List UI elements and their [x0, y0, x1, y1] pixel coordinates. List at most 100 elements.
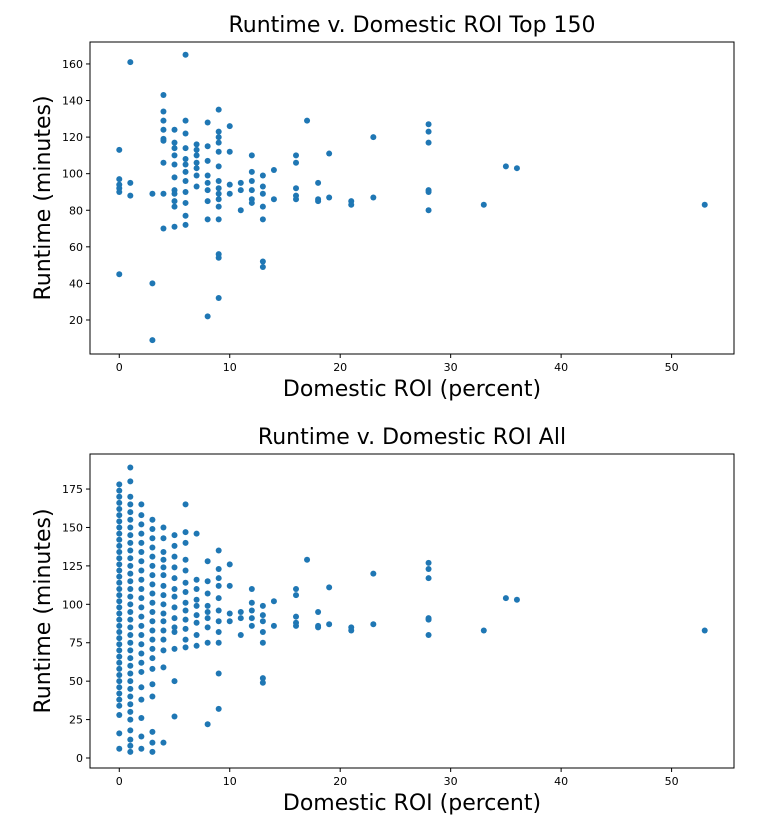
scatter-point [215, 595, 222, 602]
scatter-point [326, 584, 333, 591]
scatter-point [149, 748, 156, 755]
scatter-point [259, 602, 266, 609]
scatter-point [149, 544, 156, 551]
scatter-point [116, 487, 123, 494]
scatter-point [259, 172, 266, 179]
scatter-point [116, 604, 123, 611]
scatter-point [226, 148, 233, 155]
x-tick-label: 40 [554, 361, 568, 374]
scatter-point [138, 604, 145, 611]
scatter-point [182, 199, 189, 206]
scatter-point [248, 607, 255, 614]
scatter-point [701, 627, 708, 634]
y-axis-label: Runtime (minutes) [31, 508, 56, 713]
scatter-point [171, 564, 178, 571]
x-tick-label: 10 [223, 775, 237, 788]
scatter-point [182, 599, 189, 606]
scatter-point [480, 201, 487, 208]
y-tick-label: 0 [76, 752, 83, 765]
scatter-point [116, 506, 123, 513]
scatter-point [237, 207, 244, 214]
scatter-point [116, 711, 123, 718]
x-tick-label: 30 [444, 361, 458, 374]
scatter-point [182, 221, 189, 228]
scatter-point [304, 556, 311, 563]
scatter-point [182, 644, 189, 651]
scatter-point [171, 223, 178, 230]
scatter-point [193, 602, 200, 609]
scatter-point [149, 645, 156, 652]
scatter-point [237, 608, 244, 615]
scatter-point [370, 570, 377, 577]
scatter-point [182, 117, 189, 124]
scatter-point [259, 628, 266, 635]
scatter-point [149, 636, 156, 643]
scatter-point [127, 708, 134, 715]
scatter-point [138, 745, 145, 752]
scatter-point [116, 146, 123, 153]
scatter-point [204, 608, 211, 615]
scatter-point [149, 581, 156, 588]
scatter-point [171, 161, 178, 168]
scatter-point [226, 618, 233, 625]
scatter-point [127, 562, 134, 569]
scatter-point [182, 556, 189, 563]
scatter-point [193, 165, 200, 172]
scatter-point [127, 532, 134, 539]
scatter-point [248, 599, 255, 606]
scatter-point [204, 198, 211, 205]
scatter-point [116, 536, 123, 543]
scatter-point [193, 585, 200, 592]
scatter-point [160, 739, 167, 746]
scatter-point [116, 628, 123, 635]
scatter-point [226, 561, 233, 568]
scatter-point [370, 194, 377, 201]
x-tick-label: 0 [116, 775, 123, 788]
scatter-point [182, 51, 189, 58]
scatter-point [259, 203, 266, 210]
scatter-point [149, 590, 156, 597]
scatter-point [259, 190, 266, 197]
scatter-point [226, 123, 233, 130]
scatter-point [149, 516, 156, 523]
scatter-point [182, 156, 189, 163]
scatter-point [425, 559, 432, 566]
scatter-point [160, 636, 167, 643]
scatter-point [116, 659, 123, 666]
scatter-point [204, 590, 211, 597]
scatter-point [160, 618, 167, 625]
scatter-point [149, 535, 156, 542]
scatter-point [116, 542, 123, 549]
scatter-point [127, 647, 134, 654]
scatter-point [259, 618, 266, 625]
scatter-point [502, 595, 509, 602]
scatter-point [116, 665, 123, 672]
x-tick-label: 50 [665, 361, 679, 374]
scatter-point [138, 530, 145, 537]
scatter-point [171, 628, 178, 635]
scatter-point [204, 187, 211, 194]
scatter-point [270, 622, 277, 629]
scatter-point [116, 678, 123, 685]
scatter-point [171, 593, 178, 600]
scatter-point [171, 624, 178, 631]
scatter-point [160, 549, 167, 556]
scatter-point [149, 553, 156, 560]
scatter-point [215, 185, 222, 192]
scatter-point [149, 739, 156, 746]
scatter-point [116, 585, 123, 592]
x-axis-label: Domestic ROI (percent) [283, 377, 541, 402]
scatter-point [215, 134, 222, 141]
scatter-point [326, 194, 333, 201]
scatter-point [138, 733, 145, 740]
chart-title: Runtime v. Domestic ROI Top 150 [228, 13, 595, 38]
scatter-point [160, 592, 167, 599]
scatter-point [182, 212, 189, 219]
scatter-point [160, 225, 167, 232]
scatter-point [116, 549, 123, 556]
scatter-point [204, 119, 211, 126]
scatter-point [226, 190, 233, 197]
scatter-point [204, 179, 211, 186]
scatter-point [425, 188, 432, 195]
scatter-point [193, 146, 200, 153]
